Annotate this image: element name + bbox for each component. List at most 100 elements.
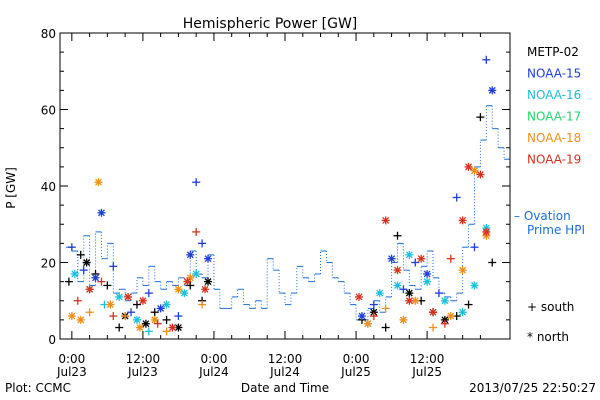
point-south xyxy=(109,312,118,321)
point-south xyxy=(381,323,390,332)
point-north xyxy=(355,292,364,301)
point-north xyxy=(183,277,192,286)
point-south xyxy=(109,262,118,271)
point-south xyxy=(434,289,443,298)
point-north xyxy=(94,178,103,187)
point-south xyxy=(198,239,207,248)
point-south xyxy=(192,227,201,236)
x-tick-date: Jul25 xyxy=(411,365,442,379)
point-south xyxy=(132,300,141,309)
point-south xyxy=(399,285,408,294)
point-north xyxy=(82,258,91,267)
point-north xyxy=(135,323,144,332)
point-south xyxy=(121,312,130,321)
point-north xyxy=(423,277,432,286)
point-south xyxy=(76,250,85,259)
point-south xyxy=(144,289,153,298)
point-south xyxy=(198,300,207,309)
plot-timestamp: 2013/07/25 22:50:27 xyxy=(469,381,596,395)
point-north xyxy=(204,254,213,263)
point-north xyxy=(132,315,141,324)
y-tick-label: 60 xyxy=(41,104,56,118)
point-north xyxy=(85,285,94,294)
point-north xyxy=(440,296,449,305)
point-south xyxy=(446,254,455,263)
point-north xyxy=(168,323,177,332)
point-north xyxy=(204,277,213,286)
point-north xyxy=(405,289,414,298)
point-north xyxy=(470,166,479,175)
x-tick-date: Jul24 xyxy=(269,365,300,379)
point-south xyxy=(429,323,438,332)
point-south xyxy=(97,277,106,286)
point-south xyxy=(411,258,420,267)
point-north xyxy=(174,285,183,294)
legend-item: NOAA-17 xyxy=(527,110,581,124)
point-north xyxy=(180,289,189,298)
point-north xyxy=(393,281,402,290)
point-north xyxy=(476,170,485,179)
point-north xyxy=(470,281,479,290)
plot-credit: Plot: CCMC xyxy=(5,381,71,395)
point-north xyxy=(70,269,79,278)
y-tick-label: 80 xyxy=(41,27,56,41)
ovation-legend-text: Prime HPI xyxy=(527,223,585,237)
x-tick-date: Jul23 xyxy=(56,365,87,379)
x-tick-time: 0:00 xyxy=(58,352,85,366)
point-north xyxy=(482,227,491,236)
point-north xyxy=(91,273,100,282)
point-south xyxy=(369,312,378,321)
point-north xyxy=(124,292,133,301)
point-south xyxy=(67,243,76,252)
point-north xyxy=(106,300,115,309)
point-north xyxy=(115,292,124,301)
point-north xyxy=(423,269,432,278)
point-south xyxy=(369,300,378,309)
x-tick-time: 0:00 xyxy=(200,352,227,366)
y-tick-label: 0 xyxy=(48,333,56,347)
legend: METP-02 NOAA-15 NOAA-16 NOAA-17 NOAA-18 NOAA-… xyxy=(527,45,581,167)
point-south xyxy=(488,258,497,267)
point-south xyxy=(393,231,402,240)
y-axis-label: P [GW] xyxy=(4,167,18,209)
point-north xyxy=(458,216,467,225)
point-north xyxy=(162,300,171,309)
ovation-legend-text: – Ovation xyxy=(514,209,571,223)
point-north xyxy=(201,285,210,294)
point-north xyxy=(417,254,426,263)
point-south xyxy=(127,308,136,317)
point-north xyxy=(192,269,201,278)
y-tick-label: 20 xyxy=(41,257,56,271)
plot-frame xyxy=(59,32,511,340)
point-south xyxy=(103,281,112,290)
point-north xyxy=(76,315,85,324)
x-tick-time: 12:00 xyxy=(268,352,303,366)
symbol-key: + south * north xyxy=(527,300,574,344)
point-south xyxy=(174,312,183,321)
symbol-key-south: + south xyxy=(527,300,574,314)
point-north xyxy=(375,289,384,298)
legend-item: NOAA-16 xyxy=(527,88,581,102)
point-south xyxy=(79,266,88,275)
point-north xyxy=(381,216,390,225)
point-north xyxy=(405,250,414,259)
x-tick-date: Jul24 xyxy=(198,365,229,379)
point-north xyxy=(186,250,195,259)
point-south xyxy=(482,55,491,64)
data-points xyxy=(64,55,497,336)
point-north xyxy=(387,254,396,263)
point-north xyxy=(458,308,467,317)
point-south xyxy=(85,308,94,317)
y-tick-label: 40 xyxy=(41,180,56,194)
x-tick-time: 0:00 xyxy=(343,352,370,366)
point-south xyxy=(452,193,461,202)
point-north xyxy=(357,312,366,321)
point-south xyxy=(115,323,124,332)
x-tick-date: Jul23 xyxy=(127,365,158,379)
point-north xyxy=(458,266,467,275)
point-north xyxy=(405,296,414,305)
point-south xyxy=(470,243,479,252)
point-south xyxy=(162,327,171,336)
